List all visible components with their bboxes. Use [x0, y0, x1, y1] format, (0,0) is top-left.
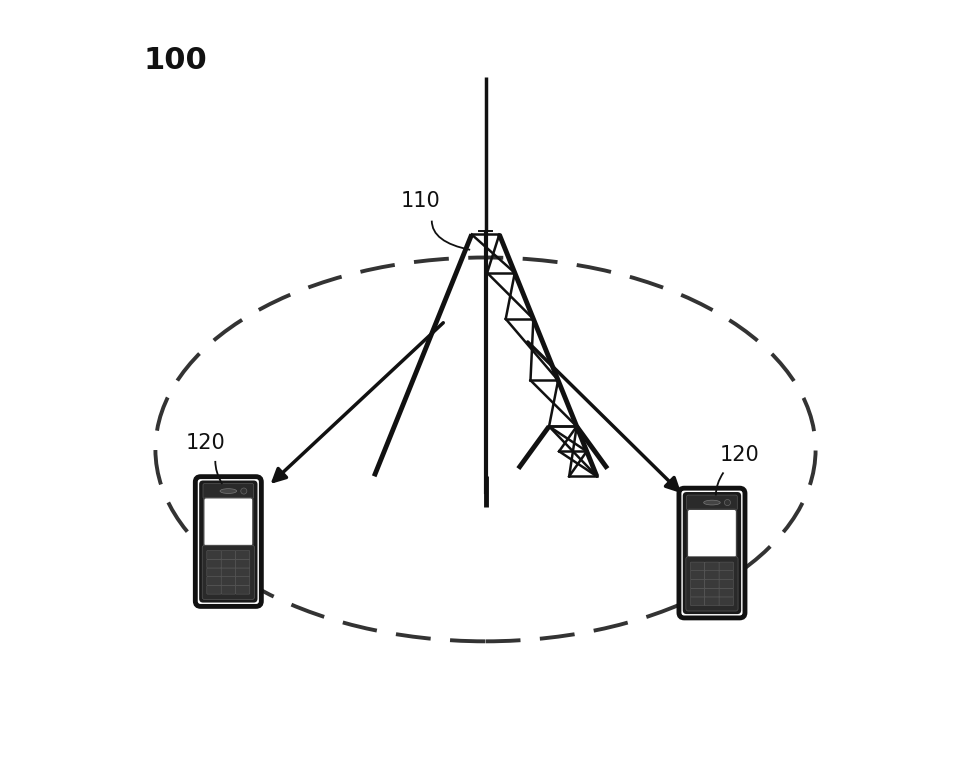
FancyBboxPatch shape — [705, 562, 720, 571]
FancyBboxPatch shape — [221, 568, 236, 577]
FancyBboxPatch shape — [207, 559, 221, 568]
FancyBboxPatch shape — [720, 562, 733, 571]
FancyBboxPatch shape — [690, 588, 705, 597]
Text: 100: 100 — [144, 47, 208, 75]
Text: 120: 120 — [186, 433, 226, 453]
FancyBboxPatch shape — [690, 597, 705, 605]
FancyBboxPatch shape — [203, 483, 253, 498]
FancyBboxPatch shape — [207, 585, 221, 594]
FancyBboxPatch shape — [236, 559, 250, 568]
FancyBboxPatch shape — [720, 571, 733, 580]
Text: 120: 120 — [720, 445, 759, 465]
FancyBboxPatch shape — [683, 492, 741, 614]
Ellipse shape — [704, 501, 720, 505]
FancyBboxPatch shape — [705, 571, 720, 580]
FancyBboxPatch shape — [690, 562, 705, 571]
FancyBboxPatch shape — [221, 585, 236, 594]
FancyBboxPatch shape — [720, 580, 733, 588]
FancyBboxPatch shape — [236, 568, 250, 577]
FancyBboxPatch shape — [221, 577, 236, 585]
FancyBboxPatch shape — [686, 495, 737, 510]
FancyBboxPatch shape — [690, 571, 705, 580]
FancyBboxPatch shape — [705, 588, 720, 597]
FancyBboxPatch shape — [207, 550, 221, 559]
FancyBboxPatch shape — [687, 509, 737, 558]
FancyBboxPatch shape — [720, 597, 733, 605]
FancyBboxPatch shape — [207, 568, 221, 577]
FancyBboxPatch shape — [204, 497, 252, 546]
FancyBboxPatch shape — [720, 588, 733, 597]
FancyBboxPatch shape — [236, 550, 250, 559]
FancyBboxPatch shape — [199, 480, 257, 602]
FancyBboxPatch shape — [679, 488, 745, 618]
FancyBboxPatch shape — [705, 580, 720, 588]
Circle shape — [241, 488, 247, 494]
FancyBboxPatch shape — [690, 580, 705, 588]
FancyBboxPatch shape — [236, 577, 250, 585]
Ellipse shape — [220, 489, 237, 494]
Text: 110: 110 — [401, 192, 441, 211]
FancyBboxPatch shape — [705, 597, 720, 605]
FancyBboxPatch shape — [686, 556, 738, 611]
FancyBboxPatch shape — [221, 550, 236, 559]
FancyBboxPatch shape — [202, 546, 254, 600]
FancyBboxPatch shape — [195, 476, 261, 606]
FancyBboxPatch shape — [236, 585, 250, 594]
Circle shape — [724, 500, 730, 506]
FancyBboxPatch shape — [207, 577, 221, 585]
FancyBboxPatch shape — [221, 559, 236, 568]
